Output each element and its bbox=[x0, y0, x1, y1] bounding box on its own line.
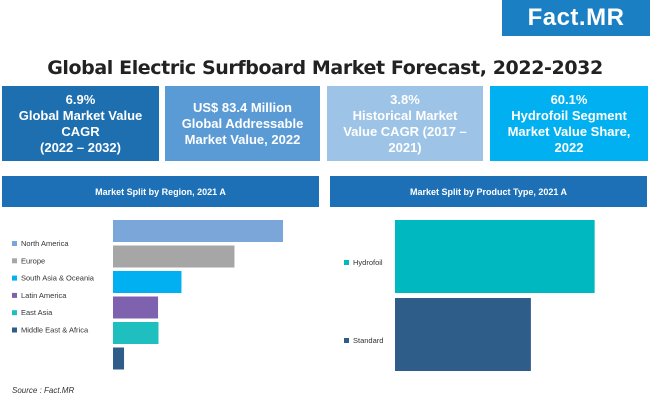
legend-swatch-north-america bbox=[12, 241, 17, 246]
bar-standard bbox=[395, 298, 531, 371]
legend-label-east-asia: East Asia bbox=[21, 308, 53, 317]
kpi-text: 6.9% Global Market Value CAGR (2022 – 20… bbox=[18, 91, 143, 155]
legend-label-hydrofoil: Hydrofoil bbox=[353, 258, 383, 267]
kpi-card-market-cagr: 6.9% Global Market Value CAGR (2022 – 20… bbox=[2, 86, 159, 161]
region-panel-header: Market Split by Region, 2021 A bbox=[2, 176, 319, 207]
region-bar-chart: North America Europe South Asia & Oceania L… bbox=[12, 220, 284, 370]
bar-south-asia-and-oceania bbox=[113, 271, 182, 293]
legend-label-south-asia-and-oceania: South Asia & Oceania bbox=[21, 274, 95, 283]
product-bar-chart: Hydrofoil Standard bbox=[344, 220, 595, 371]
source-note: Source : Fact.MR bbox=[12, 386, 75, 395]
legend-swatch-hydrofoil bbox=[344, 260, 349, 265]
legend-swatch-latin-america bbox=[12, 292, 17, 298]
legend-label-standard: Standard bbox=[353, 336, 383, 345]
legend-label-europe: Europe bbox=[21, 256, 45, 265]
kpi-card-hydrofoil-share: 60.1% Hydrofoil Segment Market Value Sha… bbox=[490, 86, 648, 161]
legend-swatch-middle-east-and-africa bbox=[12, 327, 17, 333]
legend-swatch-standard bbox=[344, 338, 349, 343]
kpi-card-market-value: US$ 83.4 Million Global Addressable Mark… bbox=[165, 86, 320, 161]
bar-europe bbox=[113, 245, 235, 268]
bar-middle-east-and-africa bbox=[113, 347, 125, 370]
legend-label-middle-east-and-africa: Middle East & Africa bbox=[21, 326, 89, 335]
legend-swatch-europe bbox=[12, 258, 17, 264]
bar-hydrofoil bbox=[395, 220, 595, 293]
legend-swatch-east-asia bbox=[12, 310, 17, 316]
product-panel-header: Market Split by Product Type, 2021 A bbox=[330, 176, 647, 207]
kpi-text: US$ 83.4 Million Global Addressable Mark… bbox=[181, 99, 304, 147]
kpi-text: 3.8% Historical Market Value CAGR (2017 … bbox=[343, 91, 467, 155]
legend-swatch-south-asia-and-oceania bbox=[12, 275, 17, 281]
bar-north-america bbox=[113, 220, 284, 242]
legend-label-latin-america: Latin America bbox=[21, 291, 67, 300]
bar-latin-america bbox=[113, 296, 159, 319]
factmr-logo: Fact.MR bbox=[502, 0, 650, 36]
bar-east-asia bbox=[113, 322, 159, 344]
legend-label-north-america: North America bbox=[21, 239, 69, 248]
kpi-card-historical-cagr: 3.8% Historical Market Value CAGR (2017 … bbox=[327, 86, 483, 161]
chart-title: Global Electric Surfboard Market Forecas… bbox=[47, 57, 603, 79]
kpi-text: 60.1% Hydrofoil Segment Market Value Sha… bbox=[507, 91, 631, 155]
